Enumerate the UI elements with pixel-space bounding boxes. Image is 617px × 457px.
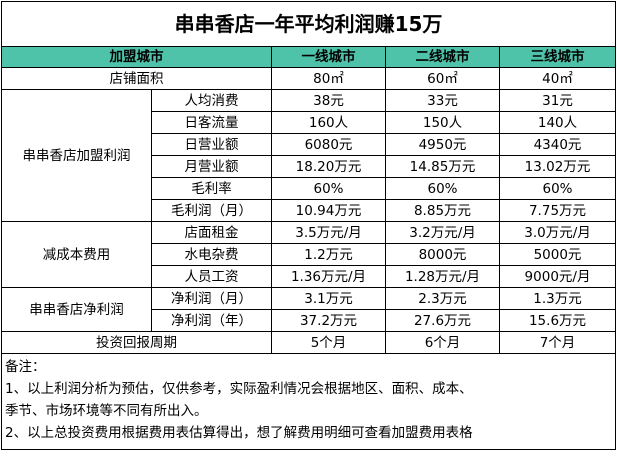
note-line-1a: 1、以上利润分析为预估，仅供参考，实际盈利情况会根据地区、面积、成本、: [5, 381, 473, 397]
table-row: 人员工资 1.36万元/月 1.28万元/月 9000元/月: [2, 265, 617, 288]
cell-tier1: 1.36万元/月: [271, 265, 386, 288]
row-label: 净利润（年）: [151, 309, 272, 332]
cell-tier3: 13.02万元: [498, 155, 617, 178]
payback-tier1: 5个月: [271, 331, 386, 354]
table-row: 水电杂费 1.2万元 8000元 5000元: [2, 243, 617, 266]
cell-tier3: 5000元: [498, 243, 617, 266]
note-line-1b: 季节、市场环境等不同有所出入。: [5, 403, 208, 419]
row-label: 毛利润（月）: [151, 199, 272, 222]
payback-tier3: 7个月: [498, 331, 617, 354]
table-row: 串串香店净利润 净利润（月） 3.1万元 2.3万元 1.3万元: [1, 287, 617, 332]
group-label-net: 串串香店净利润: [1, 287, 152, 332]
table-row-payback: 投资回报周期 5个月 6个月 7个月: [1, 331, 617, 354]
cell-tier3: 9000元/月: [498, 265, 617, 288]
cell-tier3: 1.3万元: [498, 287, 617, 310]
cell-tier1: 18.20万元: [271, 155, 386, 178]
table-row: 毛利率 60% 60% 60%: [2, 177, 617, 200]
row-label: 日营业额: [151, 133, 272, 156]
header-row: 加盟城市 一线城市 二线城市 三线城市: [1, 46, 617, 68]
cell-tier1: 10.94万元: [271, 199, 386, 222]
table-row: 串串香店加盟利润 人均消费 38元 33元 31元: [1, 89, 617, 222]
cell-tier1: 37.2万元: [271, 309, 386, 332]
table-row-area: 店铺面积 80㎡ 60㎡ 40㎡: [1, 67, 617, 90]
cell-tier3: 15.6万元: [498, 309, 617, 332]
cell-tier2: 27.6万元: [385, 309, 500, 332]
note-line-2: 2、以上总投资费用根据费用表估算得出，想了解费用明细可查看加盟费用表格: [5, 425, 473, 441]
row-label: 月营业额: [151, 155, 272, 178]
cell-tier1: 38元: [271, 89, 386, 112]
table-title: 串串香店一年平均利润赚15万: [0, 1, 617, 47]
payback-tier2: 6个月: [385, 331, 500, 354]
row-label: 毛利率: [151, 177, 272, 200]
notes-cell: 备注： 1、以上利润分析为预估，仅供参考，实际盈利情况会根据地区、面积、成本、 …: [0, 353, 617, 450]
header-tier2: 二线城市: [385, 46, 500, 68]
cell-tier3: 140人: [498, 111, 617, 134]
header-tier1: 一线城市: [271, 46, 386, 68]
cell-tier3: 60%: [498, 177, 617, 200]
area-label: 店铺面积: [1, 67, 272, 90]
row-label: 店面租金: [151, 221, 272, 244]
payback-label: 投资回报周期: [1, 331, 272, 354]
area-tier2: 60㎡: [385, 67, 500, 90]
cell-tier2: 8000元: [385, 243, 500, 266]
cell-tier1: 3.1万元: [271, 287, 386, 310]
title-row: 串串香店一年平均利润赚15万: [0, 1, 617, 47]
cell-tier1: 3.5万元/月: [271, 221, 386, 244]
row-label: 人员工资: [151, 265, 272, 288]
row-label: 人均消费: [151, 89, 272, 112]
cell-tier2: 8.85万元: [385, 199, 500, 222]
cell-tier3: 3.0万元/月: [498, 221, 617, 244]
table-row: 毛利润（月） 10.94万元 8.85万元 7.75万元: [2, 199, 617, 222]
cell-tier2: 2.3万元: [385, 287, 500, 310]
cell-tier2: 33元: [385, 89, 500, 112]
notes-heading: 备注：: [5, 359, 46, 375]
group-label-cost: 减成本费用: [1, 221, 152, 288]
cell-tier2: 14.85万元: [385, 155, 500, 178]
table-row: 月营业额 18.20万元 14.85万元 13.02万元: [2, 155, 617, 178]
cell-tier3: 7.75万元: [498, 199, 617, 222]
group-label-profit: 串串香店加盟利润: [1, 89, 152, 222]
notes-row: 备注： 1、以上利润分析为预估，仅供参考，实际盈利情况会根据地区、面积、成本、 …: [0, 353, 617, 450]
cell-tier1: 60%: [271, 177, 386, 200]
header-city-label: 加盟城市: [1, 46, 272, 68]
cell-tier1: 6080元: [271, 133, 386, 156]
cell-tier2: 150人: [385, 111, 500, 134]
cell-tier2: 1.28万元/月: [385, 265, 500, 288]
area-tier1: 80㎡: [271, 67, 386, 90]
cell-tier2: 4950元: [385, 133, 500, 156]
header-tier3: 三线城市: [498, 46, 617, 68]
cell-tier2: 60%: [385, 177, 500, 200]
row-label: 净利润（月）: [151, 287, 272, 310]
cell-tier1: 1.2万元: [271, 243, 386, 266]
cell-tier1: 160人: [271, 111, 386, 134]
cell-tier3: 4340元: [498, 133, 617, 156]
row-label: 水电杂费: [151, 243, 272, 266]
cell-tier2: 3.2万元/月: [385, 221, 500, 244]
table-row: 减成本费用 店面租金 3.5万元/月 3.2万元/月 3.0万元/月: [1, 221, 617, 288]
row-label: 日客流量: [151, 111, 272, 134]
area-tier3: 40㎡: [498, 67, 617, 90]
cell-tier3: 31元: [498, 89, 617, 112]
